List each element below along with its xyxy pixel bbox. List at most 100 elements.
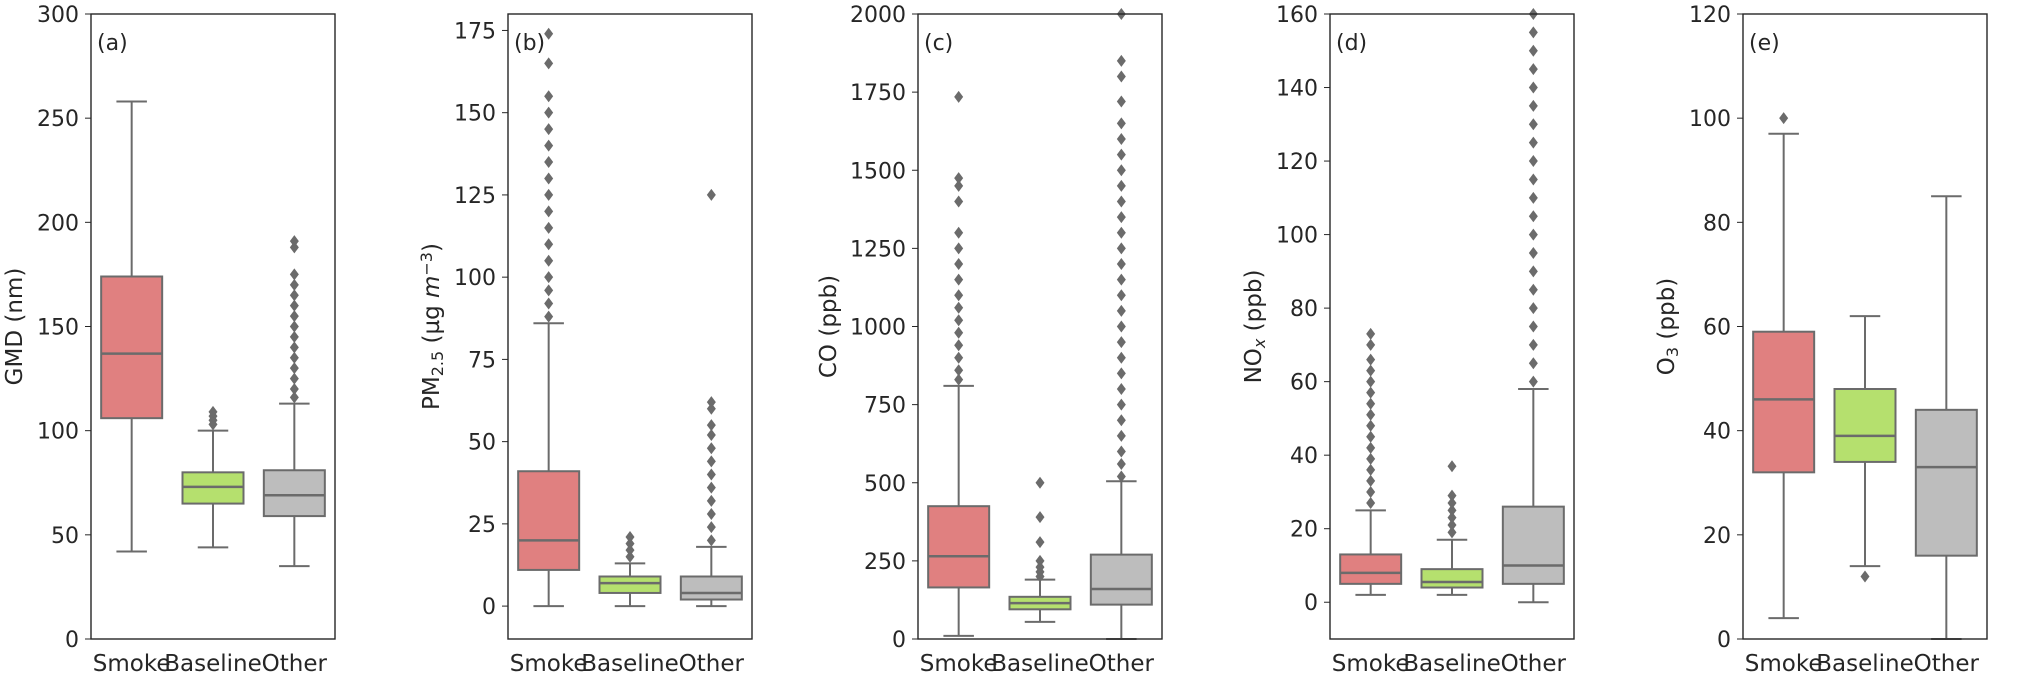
outlier-point	[289, 268, 299, 281]
outlier-point	[1447, 526, 1457, 539]
outlier-point	[1528, 99, 1538, 112]
outlier-point	[1116, 367, 1126, 380]
outlier-point	[289, 299, 299, 312]
outlier-point	[1116, 211, 1126, 224]
outlier-point	[1366, 386, 1376, 399]
outlier-point	[1528, 246, 1538, 259]
outlier-point	[1116, 70, 1126, 83]
outlier-point	[1366, 452, 1376, 465]
outlier-point	[1035, 554, 1045, 567]
iqr-box	[100, 275, 164, 420]
box-other	[679, 188, 743, 608]
outlier-point	[1116, 320, 1126, 333]
box-smoke	[100, 100, 164, 553]
outlier-point	[289, 372, 299, 385]
outlier-point	[625, 537, 635, 550]
outlier-point	[1116, 117, 1126, 130]
outlier-point	[1528, 44, 1538, 57]
box-other	[1501, 8, 1565, 604]
iqr-box	[1089, 553, 1153, 606]
outlier-point	[954, 351, 964, 364]
x-category-label: Baseline	[164, 651, 262, 673]
outlier-point	[954, 172, 964, 185]
outlier-point	[1447, 511, 1457, 524]
outlier-point	[1035, 511, 1045, 524]
y-tick-label: 0	[1717, 628, 1731, 653]
outlier-point	[1116, 351, 1126, 364]
x-category-label: Other	[1914, 651, 1980, 673]
iqr-box	[598, 575, 662, 594]
outlier-point	[1528, 26, 1538, 39]
outlier-point	[544, 172, 554, 185]
outlier-point	[954, 226, 964, 239]
box-other	[262, 235, 326, 568]
box-smoke	[927, 90, 991, 637]
panel-label: (e)	[1749, 31, 1780, 56]
box-smoke	[1339, 327, 1403, 596]
outlier-point	[706, 508, 716, 520]
outlier-point	[954, 326, 964, 339]
outlier-point	[1447, 519, 1457, 532]
y-tick-label: 0	[1304, 591, 1318, 616]
outlier-point	[289, 278, 299, 291]
iqr-box	[1501, 505, 1565, 585]
plot-frame	[1742, 13, 1988, 640]
panel-label: (a)	[97, 31, 128, 56]
outlier-point	[954, 301, 964, 314]
y-tick-label: 125	[454, 184, 496, 209]
panel-label: (c)	[924, 31, 953, 56]
outlier-point	[706, 494, 716, 507]
y-tick-label: 200	[37, 211, 79, 236]
outlier-point	[954, 314, 964, 327]
outlier-point	[706, 429, 716, 442]
y-tick-label: 1500	[850, 159, 906, 184]
y-tick-label: 750	[864, 394, 906, 419]
box-other	[1089, 8, 1153, 640]
y-tick-label: 150	[454, 102, 496, 127]
outlier-point	[954, 373, 964, 386]
outlier-point	[706, 396, 716, 409]
outlier-point	[1116, 273, 1126, 286]
outlier-point	[1116, 133, 1126, 145]
outlier-point	[1528, 63, 1538, 76]
y-tick-label: 300	[37, 3, 79, 28]
outlier-point	[1366, 408, 1376, 421]
box-baseline	[1008, 476, 1072, 623]
x-category-label: Other	[1501, 651, 1567, 673]
y-tick-label: 40	[1703, 420, 1731, 445]
outlier-point	[1366, 327, 1376, 340]
outlier-point	[1116, 445, 1126, 458]
outlier-point	[706, 442, 716, 455]
x-category-label: Other	[679, 651, 745, 673]
y-tick-label: 20	[1290, 518, 1318, 543]
outlier-point	[1116, 398, 1126, 411]
outlier-point	[544, 27, 554, 40]
outlier-point	[544, 156, 554, 169]
y-axis-label: O3 (ppb)	[1654, 278, 1682, 375]
outlier-point	[954, 195, 964, 208]
y-tick-label: 80	[1703, 211, 1731, 236]
outlier-point	[1116, 226, 1126, 239]
outlier-point	[289, 289, 299, 302]
outlier-point	[954, 90, 964, 103]
outlier-point	[1779, 112, 1789, 125]
y-tick-label: 150	[37, 316, 79, 341]
y-tick-label: 100	[1689, 107, 1731, 132]
outlier-point	[1447, 489, 1457, 502]
outlier-point	[1366, 496, 1376, 509]
iqr-box	[679, 575, 743, 601]
outlier-point	[544, 90, 554, 103]
y-tick-label: 100	[1276, 224, 1318, 249]
outlier-point	[1116, 179, 1126, 192]
y-tick-label: 60	[1703, 316, 1731, 341]
outlier-point	[954, 242, 964, 255]
outlier-point	[1528, 155, 1538, 168]
y-tick-label: 80	[1290, 297, 1318, 322]
y-tick-label: 500	[864, 472, 906, 497]
outlier-point	[1528, 338, 1538, 351]
outlier-point	[706, 534, 716, 547]
y-tick-label: 0	[892, 628, 906, 653]
outlier-point	[1447, 460, 1457, 473]
outlier-point	[1447, 496, 1457, 509]
